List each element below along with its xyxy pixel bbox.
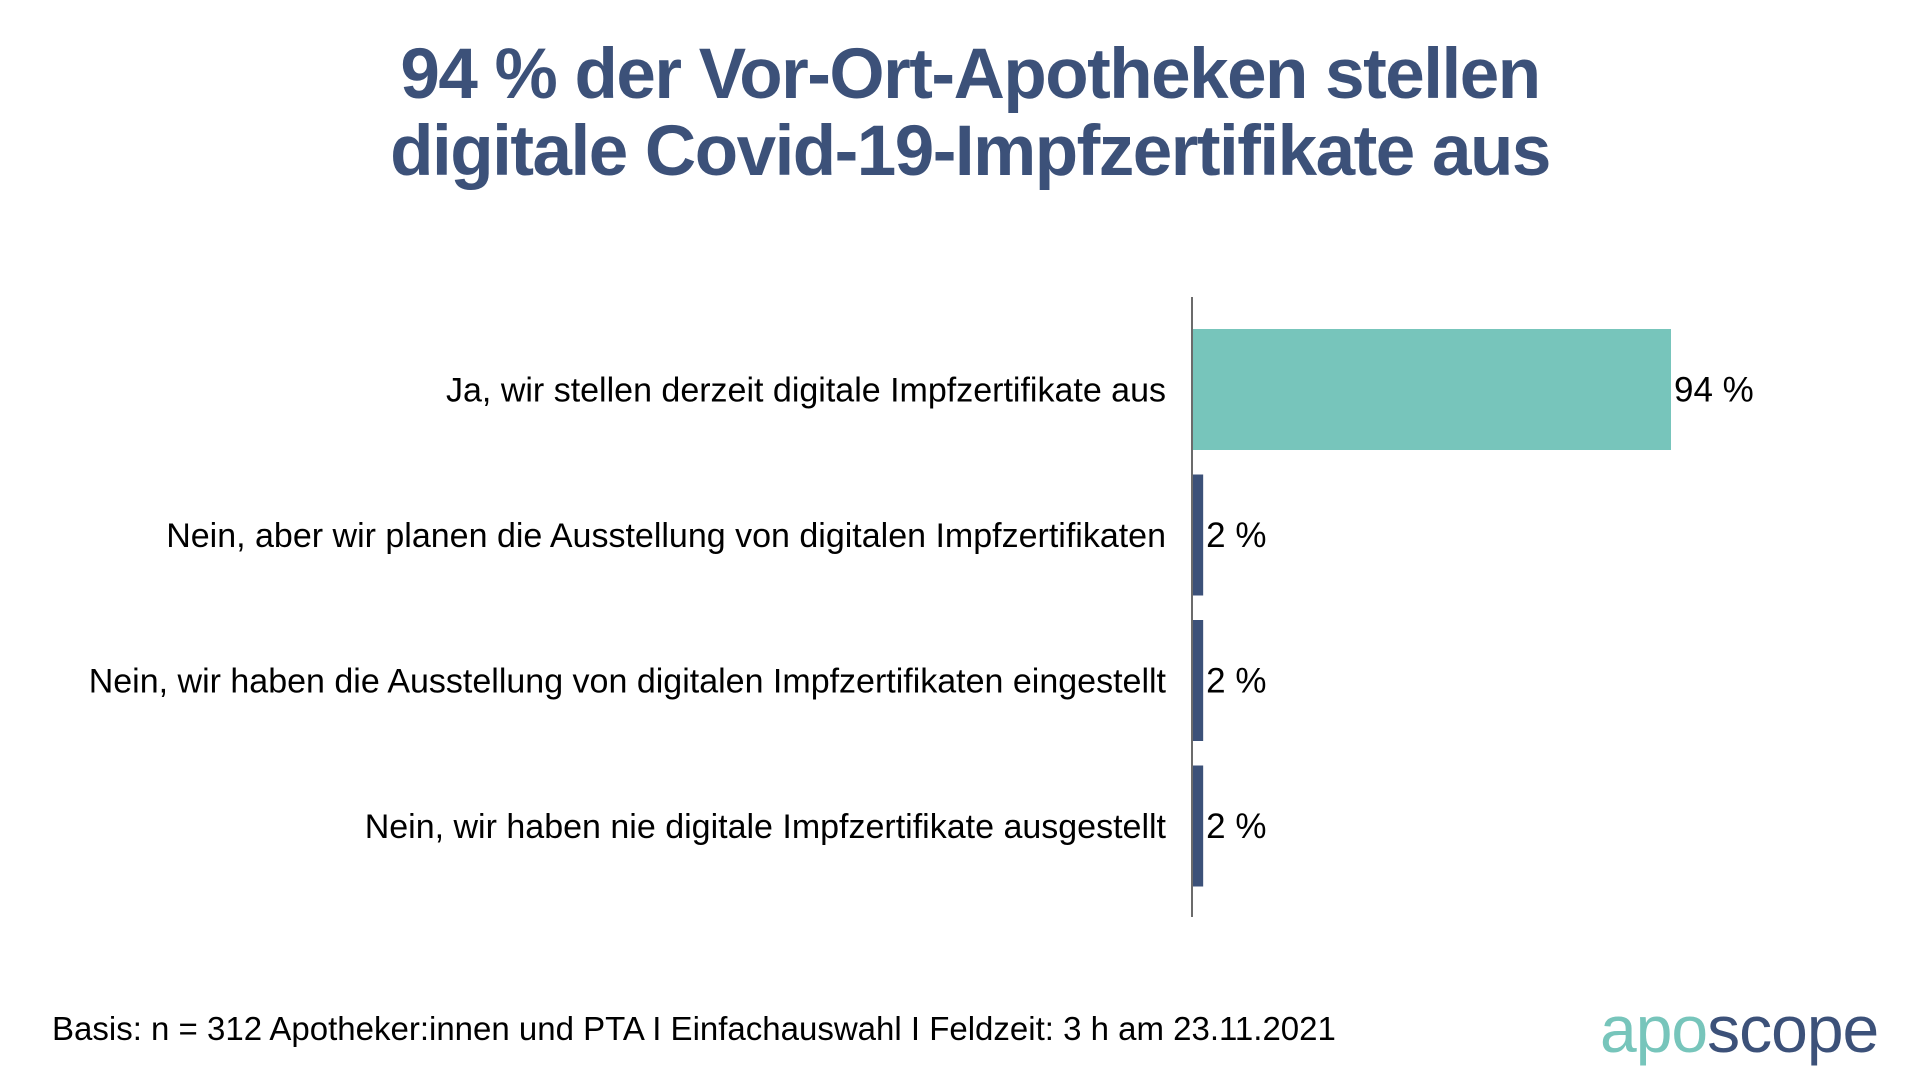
bar-3 — [1193, 620, 1204, 741]
value-label-2: 2 % — [1206, 516, 1266, 555]
page-title: 94 % der Vor-Ort-Apotheken stellen digit… — [0, 36, 1920, 190]
logo-part-scope: scope — [1707, 992, 1879, 1066]
bars-layer: Ja, wir stellen derzeit digitale Impfzer… — [89, 329, 1754, 887]
footer-basis-note: Basis: n = 312 Apotheker:innen und PTA I… — [52, 1010, 1336, 1047]
value-label-1: 94 % — [1674, 371, 1754, 410]
category-label-2: Nein, aber wir planen die Ausstellung vo… — [166, 517, 1166, 555]
category-label-4: Nein, wir haben nie digitale Impfzertifi… — [365, 808, 1167, 846]
value-label-4: 2 % — [1206, 807, 1266, 846]
aposcope-logo: aposcope — [1600, 992, 1879, 1066]
bar-2 — [1193, 474, 1204, 596]
category-label-1: Ja, wir stellen derzeit digitale Impfzer… — [446, 372, 1166, 410]
category-label-3: Nein, wir haben die Ausstellung von digi… — [89, 663, 1167, 701]
logo-part-apo: apo — [1600, 992, 1708, 1066]
value-label-3: 2 % — [1206, 662, 1266, 701]
title-line-2: digitale Covid-19-Impfzertifikate aus — [390, 112, 1551, 191]
title-line-1: 94 % der Vor-Ort-Apotheken stellen — [400, 35, 1541, 114]
bar-4 — [1193, 765, 1204, 887]
bar-1 — [1193, 329, 1671, 450]
